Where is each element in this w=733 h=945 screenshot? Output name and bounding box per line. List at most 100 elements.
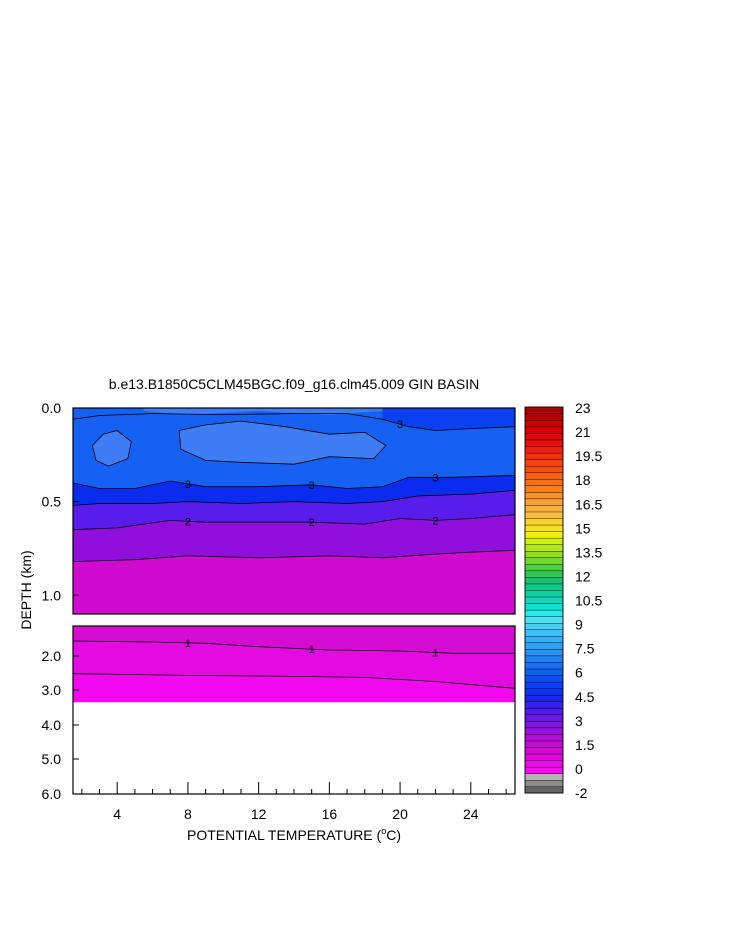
colorbar-swatch [524,733,564,742]
colorbar-swatch [524,446,564,454]
colorbar-swatch [524,544,564,552]
upper-panel: 3 3 3 3 2 2 2 0.0 0.5 1.0 [42,400,516,615]
upper-panel-contours: 3 3 3 3 2 2 2 [73,413,515,562]
x-axis-label: POTENTIAL TEMPERATURE (oC) [187,826,401,843]
colorbar-swatch [524,603,564,611]
colorbar-label: 10.5 [575,593,602,609]
colorbar-swatch [524,406,564,415]
x-tick-label: 20 [392,806,408,822]
colorbar-frame [524,406,564,794]
colorbar-swatch [524,701,564,709]
x-axis-label-sup: o [381,826,386,836]
colorbar-label: 13.5 [575,544,602,560]
upper-contour-label: 2 [185,516,191,528]
colorbar-swatch [524,616,564,624]
colorbar-swatch [524,432,564,441]
lower-panel-fill [73,626,515,703]
colorbar-swatch [524,524,564,532]
colorbar-swatch [524,465,564,473]
lower-band-1 [73,641,515,689]
colorbar-label: 7.5 [575,641,595,657]
colorbar-swatch [524,583,564,591]
colorbar-swatch [524,753,564,761]
upper-band-4 [73,550,515,614]
colorbar-swatch [524,557,564,565]
upper-contour-label: 3 [185,479,191,491]
x-tick-label: 4 [113,806,121,822]
upper-blob-1 [178,420,387,465]
colorbar-swatch [524,596,564,604]
x-tick-label: 8 [184,806,192,822]
x-axis-label-main: POTENTIAL TEMPERATURE ( [187,827,382,843]
colorbar-swatch [524,511,564,519]
x-tick-label: 12 [251,806,267,822]
upper-contour-line-1 [73,475,515,489]
colorbar-swatch [524,648,564,657]
colorbar-swatch [524,537,564,545]
colorbar-swatch [524,720,564,729]
colorbar-swatch [524,760,564,768]
x-axis: 4 8 12 16 20 24 [81,782,507,822]
colorbar-label: 12 [575,568,591,584]
colorbar-label: 21 [575,424,591,440]
colorbar-swatch [524,413,564,421]
colorbar-swatch [524,773,564,781]
upper-contour-label: 2 [432,515,438,527]
upper-blob-0 [91,430,132,467]
lower-panel: 1 1 1 2.0 3.0 4.0 5.0 6.0 4 8 12 16 20 24 [42,625,516,822]
colorbar-label: 4.5 [575,689,595,705]
colorbar-swatch [524,655,564,663]
colorbar-label: 18 [575,472,591,488]
upper-panel-fill [73,408,515,614]
colorbar-swatch [524,518,564,526]
colorbar-swatch [524,740,564,748]
upper-y-tick-label: 0.5 [42,494,62,510]
colorbar-swatch [524,459,564,467]
lower-y-tick-label: 6.0 [42,786,62,802]
upper-contour-line-0 [73,413,515,431]
upper-contour-label: 2 [309,517,315,529]
colorbar-swatch [524,694,564,702]
colorbar-label: -2 [575,785,588,801]
colorbar-label: 9 [575,617,583,633]
colorbar-label: 23 [575,400,591,416]
lower-y-tick-label: 2.0 [42,648,62,664]
lower-contour-label: 1 [432,648,438,660]
y-axis-label: DEPTH (km) [18,550,34,629]
colorbar-swatch [524,675,564,683]
colorbar-swatch [524,452,564,460]
colorbar-swatch [524,707,564,715]
x-tick-label: 24 [463,806,479,822]
upper-contour-line-2 [73,490,515,506]
upper-contour-label: 3 [432,472,438,484]
colorbar-swatch [524,589,564,598]
colorbar-label: 19.5 [575,448,602,464]
colorbar-swatch [524,563,564,572]
colorbar-swatch [524,485,564,493]
colorbar-swatch [524,498,564,506]
colorbar-swatch [524,504,564,513]
upper-blob-2 [143,408,383,415]
lower-contour-line-0 [73,640,515,654]
upper-contour-label: 3 [309,480,315,492]
colorbar-swatch [524,786,564,794]
lower-y-tick-label: 3.0 [42,682,62,698]
lower-band-2 [73,673,515,703]
colorbar-swatch [524,714,564,722]
upper-y-tick-label: 1.0 [42,587,62,603]
lower-y-tick-label: 5.0 [42,751,62,767]
colorbar-swatch [524,472,564,480]
upper-contour-line-3 [73,514,515,531]
colorbar-swatch [524,727,564,735]
lower-band-0 [73,626,515,654]
upper-y-tick-label: 0.0 [42,400,62,416]
lower-panel-contours: 1 1 1 [73,638,515,689]
colorbar-swatch [524,681,564,689]
colorbar-label: 16.5 [575,496,602,512]
colorbar-swatch [524,439,564,447]
colorbar-label: 3 [575,713,583,729]
upper-band-2 [73,490,515,530]
lower-contour-label: 1 [309,644,315,656]
colorbar-label: 6 [575,665,583,681]
lower-y-axis: 2.0 3.0 4.0 5.0 6.0 [42,648,79,802]
